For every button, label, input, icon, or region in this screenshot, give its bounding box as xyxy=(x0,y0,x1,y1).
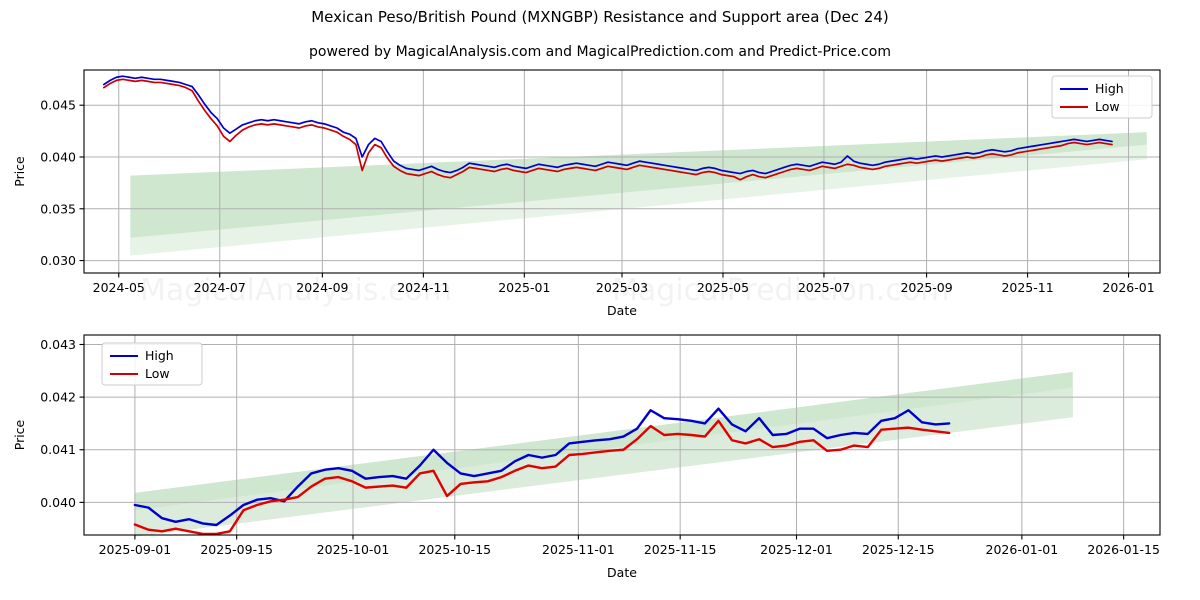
band-resistance-support-inner xyxy=(134,387,1073,537)
ytick-label: 0.045 xyxy=(40,98,76,113)
xtick-label: 2026-01-01 xyxy=(986,542,1059,557)
plot-frame xyxy=(83,334,1161,536)
series-line-low xyxy=(133,419,951,536)
x-axis-label: Date xyxy=(607,565,637,580)
xtick-label: 2026-01 xyxy=(1102,280,1154,295)
xtick-label: 2025-12-01 xyxy=(760,542,833,557)
ytick-label: 0.040 xyxy=(40,495,76,510)
legend-label-low: Low xyxy=(145,366,170,381)
legend-label-high: High xyxy=(1095,81,1124,96)
xtick-label: 2024-07 xyxy=(194,280,246,295)
xtick-label: 2026-01-15 xyxy=(1087,542,1160,557)
xtick-label: 2025-11-15 xyxy=(644,542,717,557)
y-axis-label: Price xyxy=(12,156,27,187)
ytick-label: 0.043 xyxy=(40,337,76,352)
legend: High Low xyxy=(101,342,203,386)
xtick-label: 2024-11 xyxy=(397,280,449,295)
watermark-left: MagicalAnalysis.com xyxy=(140,273,452,308)
series-line-low xyxy=(103,78,1113,181)
legend-label-high: High xyxy=(145,348,174,363)
ytick-label: 0.030 xyxy=(40,253,76,268)
xtick-label: 2025-10-15 xyxy=(418,542,491,557)
chart-panel-zoom: 0.040 0.041 0.042 0.043 2025-09-01 2025-09-15… xyxy=(12,334,1161,580)
chart-panel-overview: 0.030 0.035 0.040 0.045 2024-05 2024-07 2024-0… xyxy=(12,69,1161,318)
xtick-label: 2025-09-01 xyxy=(99,542,172,557)
xtick-label: 2025-07 xyxy=(798,280,850,295)
xtick-label: 2025-11 xyxy=(1001,280,1053,295)
legend-label-low: Low xyxy=(1095,99,1120,114)
band-resistance-support-inner xyxy=(130,144,1147,256)
watermark-right: MagicalPrediction.com xyxy=(612,273,950,308)
xtick-label: 2024-05 xyxy=(93,280,145,295)
ytick-label: 0.042 xyxy=(40,390,76,405)
ytick-label: 0.040 xyxy=(40,150,76,165)
xtick-label: 2025-09 xyxy=(900,280,952,295)
xtick-label: 2025-09-15 xyxy=(200,542,273,557)
page-title: Mexican Peso/British Pound (MXNGBP) Resi… xyxy=(311,8,889,26)
xtick-label: 2025-05 xyxy=(697,280,749,295)
series-line-high xyxy=(133,407,951,527)
xtick-label: 2025-03 xyxy=(596,280,648,295)
xtick-label: 2025-12-15 xyxy=(862,542,935,557)
xtick-label: 2025-11-01 xyxy=(542,542,615,557)
page-subtitle: powered by MagicalAnalysis.com and Magic… xyxy=(309,44,891,60)
xtick-label: 2025-10-01 xyxy=(317,542,390,557)
xtick-label: 2024-09 xyxy=(296,280,348,295)
legend: High Low xyxy=(1051,75,1153,119)
y-axis-label: Price xyxy=(12,419,27,450)
x-axis-label: Date xyxy=(607,303,637,318)
ytick-label: 0.035 xyxy=(40,201,76,216)
series-line-high xyxy=(103,75,1113,175)
xtick-label: 2025-01 xyxy=(498,280,550,295)
ytick-label: 0.041 xyxy=(40,442,76,457)
